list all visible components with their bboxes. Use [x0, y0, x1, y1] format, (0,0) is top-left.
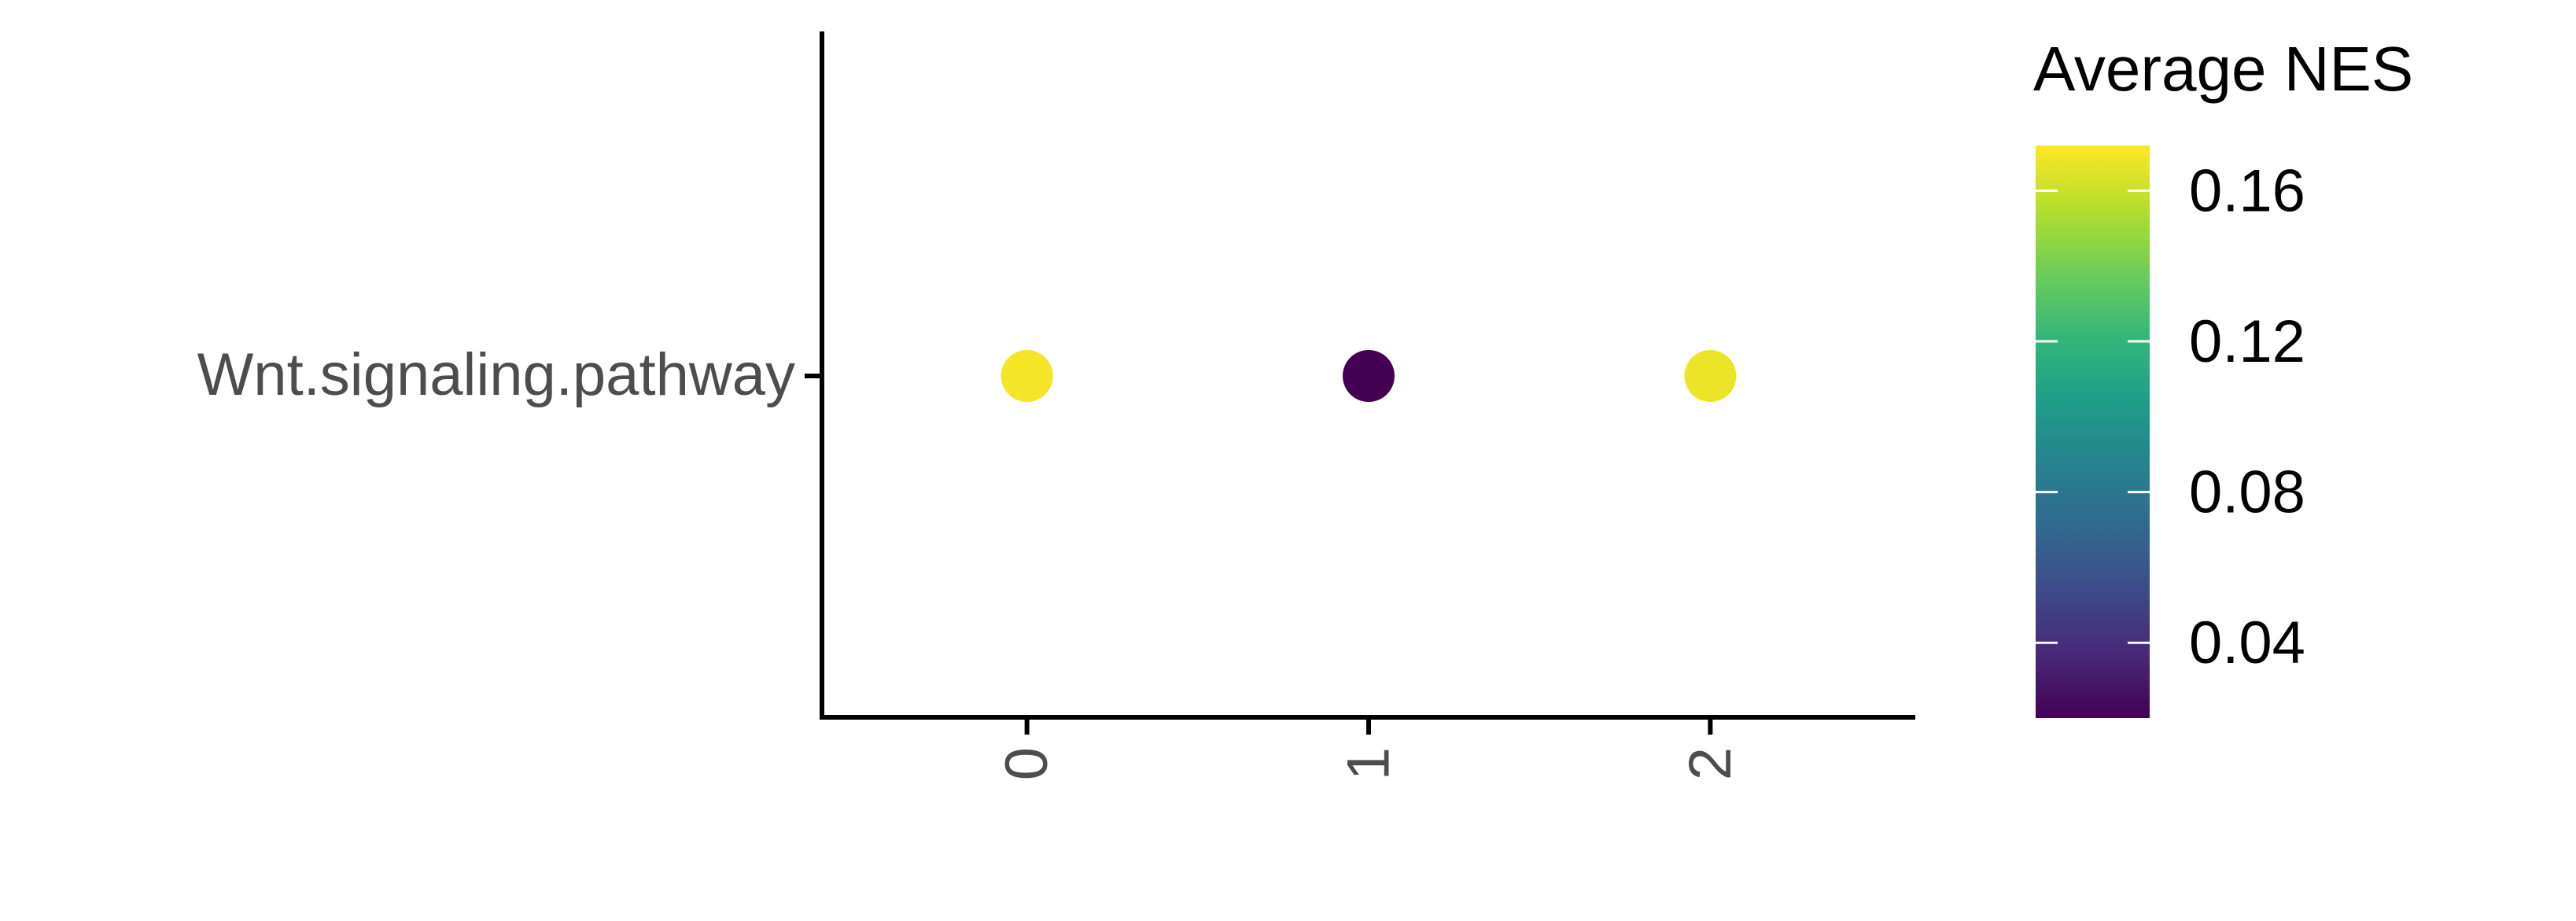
colorbar [2036, 146, 2150, 718]
data-point [1684, 350, 1737, 402]
y-tick-label: Wnt.signaling.pathway [197, 341, 795, 408]
colorbar-tick-label: 0.04 [2189, 610, 2305, 676]
colorbar-tick-label: 0.12 [2189, 308, 2305, 375]
x-tick-label: 0 [993, 747, 1060, 780]
color-legend: Average NES 0.04 0.08 0.12 0.16 [2033, 34, 2413, 718]
colorbar-tick-label: 0.16 [2189, 157, 2305, 224]
axes: Wnt.signaling.pathway 0 1 2 [197, 31, 1915, 780]
x-tick-label: 1 [1336, 747, 1402, 780]
x-tick-label: 2 [1677, 747, 1744, 780]
data-points [1001, 350, 1737, 402]
data-point [1001, 350, 1053, 402]
colorbar-tick-label: 0.08 [2189, 459, 2305, 526]
legend-title: Average NES [2033, 34, 2413, 104]
data-point [1343, 350, 1395, 402]
